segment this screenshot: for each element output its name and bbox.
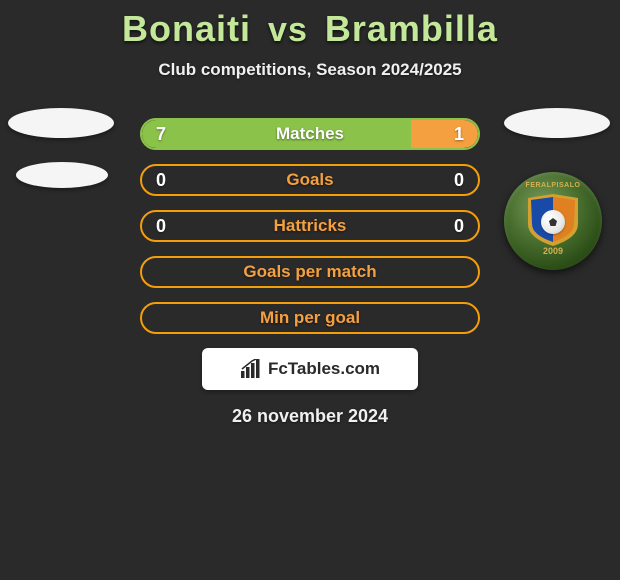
player2-avatar-placeholder (504, 108, 610, 138)
bar-fill-right (411, 120, 478, 148)
bar-label: Min per goal (260, 308, 360, 328)
date-text: 26 november 2024 (0, 406, 620, 427)
subtitle: Club competitions, Season 2024/2025 (0, 60, 620, 80)
bar-label: Goals (286, 170, 333, 190)
club-crest: FERALPISALO 2009 (504, 172, 602, 270)
left-avatar-column (8, 108, 114, 212)
bar-label: Goals per match (243, 262, 376, 282)
attribution-badge: FcTables.com (202, 348, 418, 390)
bar-value-right: 0 (454, 216, 464, 237)
stat-bar-row: Goals per match (140, 256, 480, 288)
bar-label: Hattricks (274, 216, 347, 236)
stats-area: FERALPISALO 2009 7 1 Matches 0 0 Goals 0 0 Hattr… (0, 118, 620, 334)
bar-value-left: 0 (156, 216, 166, 237)
attribution-text: FcTables.com (268, 359, 380, 379)
header: Bonaiti vs Brambilla Club competitions, … (0, 0, 620, 80)
crest-ball-icon (541, 210, 565, 234)
vs-text: vs (268, 11, 308, 49)
player1-name: Bonaiti (122, 8, 251, 49)
stat-bar-row: 0 0 Goals (140, 164, 480, 196)
page-title: Bonaiti vs Brambilla (0, 8, 620, 50)
bar-value-left: 7 (156, 124, 166, 145)
player1-avatar-placeholder (8, 108, 114, 138)
right-avatar-column: FERALPISALO 2009 (504, 108, 610, 270)
player1-club-placeholder (16, 162, 108, 188)
crest-top-text: FERALPISALO (526, 182, 581, 189)
chart-icon (240, 359, 262, 379)
bar-value-left: 0 (156, 170, 166, 191)
stat-bar-row: 0 0 Hattricks (140, 210, 480, 242)
stat-bar-row: Min per goal (140, 302, 480, 334)
stat-bars: 7 1 Matches 0 0 Goals 0 0 Hattricks Goals per mat… (140, 118, 480, 334)
crest-year: 2009 (543, 246, 563, 256)
stat-bar-row: 7 1 Matches (140, 118, 480, 150)
bar-value-right: 0 (454, 170, 464, 191)
bar-label: Matches (276, 124, 344, 144)
player2-name: Brambilla (325, 8, 498, 49)
bar-value-right: 1 (454, 124, 464, 145)
